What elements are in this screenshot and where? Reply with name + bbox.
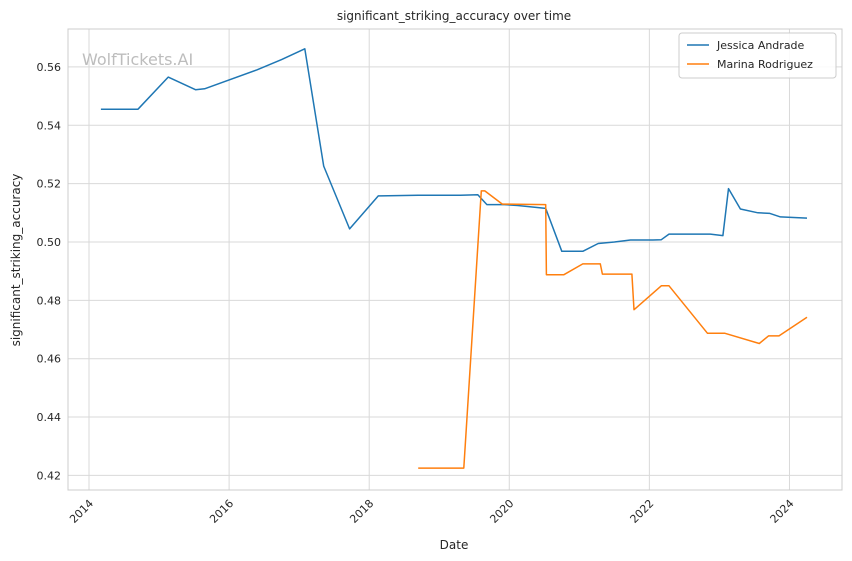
legend-label-marina-rodriguez: Marina Rodriguez: [717, 58, 813, 71]
legend-label-jessica-andrade: Jessica Andrade: [716, 39, 805, 52]
y-axis-ticks: 0.42 0.44 0.46 0.48 0.50 0.52 0.54 0.56: [37, 61, 62, 482]
y-tick-label: 0.50: [37, 236, 62, 249]
series-layer: [100, 48, 808, 469]
y-tick-label: 0.42: [37, 469, 62, 482]
y-tick-label: 0.48: [37, 294, 62, 307]
legend: Jessica Andrade Marina Rodriguez: [678, 32, 837, 79]
series-line-marina-rodriguez: [418, 190, 808, 469]
y-tick-label: 0.46: [37, 353, 62, 366]
y-axis-label: significant_striking_accuracy: [9, 174, 23, 347]
legend-box: [678, 32, 837, 79]
y-tick-label: 0.44: [37, 411, 62, 424]
y-tick-label: 0.54: [37, 119, 62, 132]
series-line-jessica-andrade: [100, 48, 808, 253]
watermark: WolfTickets.AI: [82, 50, 193, 69]
plot-area-frame: [67, 28, 843, 491]
y-tick-label: 0.56: [37, 61, 62, 74]
chart-title: significant_striking_accuracy over time: [337, 9, 571, 23]
y-tick-label: 0.52: [37, 178, 62, 191]
x-axis-label: Date: [440, 538, 469, 552]
